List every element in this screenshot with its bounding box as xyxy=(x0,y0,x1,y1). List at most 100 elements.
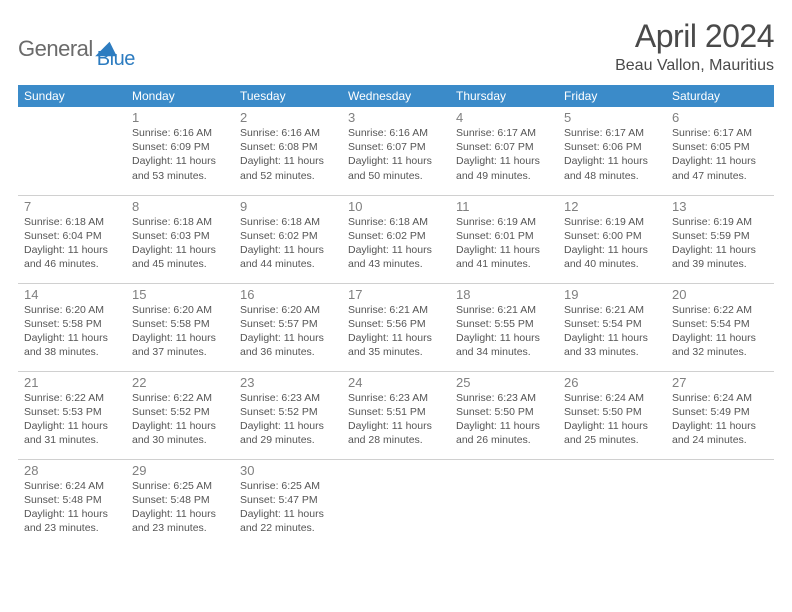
sunrise-text: Sunrise: 6:20 AM xyxy=(24,303,120,317)
sunset-text: Sunset: 5:50 PM xyxy=(564,405,660,419)
day-cell: 1Sunrise: 6:16 AMSunset: 6:09 PMDaylight… xyxy=(126,107,234,195)
weekday-header: Thursday xyxy=(450,85,558,107)
day-cell: 2Sunrise: 6:16 AMSunset: 6:08 PMDaylight… xyxy=(234,107,342,195)
sunset-text: Sunset: 5:58 PM xyxy=(132,317,228,331)
daylight-text: and 49 minutes. xyxy=(456,169,552,183)
day-number: 29 xyxy=(132,463,228,478)
day-cell: 17Sunrise: 6:21 AMSunset: 5:56 PMDayligh… xyxy=(342,283,450,371)
sunrise-text: Sunrise: 6:16 AM xyxy=(240,126,336,140)
week-row: 7Sunrise: 6:18 AMSunset: 6:04 PMDaylight… xyxy=(18,195,774,283)
weekday-header: Tuesday xyxy=(234,85,342,107)
sunset-text: Sunset: 6:01 PM xyxy=(456,229,552,243)
day-cell: 3Sunrise: 6:16 AMSunset: 6:07 PMDaylight… xyxy=(342,107,450,195)
sunset-text: Sunset: 5:48 PM xyxy=(24,493,120,507)
daylight-text: and 34 minutes. xyxy=(456,345,552,359)
daylight-text: and 28 minutes. xyxy=(348,433,444,447)
daylight-text: and 52 minutes. xyxy=(240,169,336,183)
sunrise-text: Sunrise: 6:18 AM xyxy=(24,215,120,229)
sunset-text: Sunset: 6:02 PM xyxy=(240,229,336,243)
daylight-text: Daylight: 11 hours xyxy=(132,419,228,433)
weekday-header: Sunday xyxy=(18,85,126,107)
daylight-text: Daylight: 11 hours xyxy=(564,331,660,345)
day-cell: 11Sunrise: 6:19 AMSunset: 6:01 PMDayligh… xyxy=(450,195,558,283)
day-number: 17 xyxy=(348,287,444,302)
sunrise-text: Sunrise: 6:21 AM xyxy=(564,303,660,317)
daylight-text: Daylight: 11 hours xyxy=(24,419,120,433)
day-number: 10 xyxy=(348,199,444,214)
daylight-text: Daylight: 11 hours xyxy=(348,243,444,257)
sunrise-text: Sunrise: 6:19 AM xyxy=(564,215,660,229)
day-cell: 4Sunrise: 6:17 AMSunset: 6:07 PMDaylight… xyxy=(450,107,558,195)
week-row: 28Sunrise: 6:24 AMSunset: 5:48 PMDayligh… xyxy=(18,459,774,547)
daylight-text: Daylight: 11 hours xyxy=(132,331,228,345)
day-cell: 6Sunrise: 6:17 AMSunset: 6:05 PMDaylight… xyxy=(666,107,774,195)
sunset-text: Sunset: 6:03 PM xyxy=(132,229,228,243)
day-number: 5 xyxy=(564,110,660,125)
title-block: April 2024 Beau Vallon, Mauritius xyxy=(615,18,774,75)
sunset-text: Sunset: 5:54 PM xyxy=(564,317,660,331)
day-cell: 13Sunrise: 6:19 AMSunset: 5:59 PMDayligh… xyxy=(666,195,774,283)
day-number: 4 xyxy=(456,110,552,125)
weekday-header: Friday xyxy=(558,85,666,107)
daylight-text: and 40 minutes. xyxy=(564,257,660,271)
day-cell: 26Sunrise: 6:24 AMSunset: 5:50 PMDayligh… xyxy=(558,371,666,459)
daylight-text: Daylight: 11 hours xyxy=(24,331,120,345)
sunset-text: Sunset: 5:57 PM xyxy=(240,317,336,331)
day-number: 25 xyxy=(456,375,552,390)
weekday-header: Wednesday xyxy=(342,85,450,107)
daylight-text: and 38 minutes. xyxy=(24,345,120,359)
day-number: 26 xyxy=(564,375,660,390)
sunrise-text: Sunrise: 6:16 AM xyxy=(132,126,228,140)
daylight-text: and 45 minutes. xyxy=(132,257,228,271)
calendar-body: 1Sunrise: 6:16 AMSunset: 6:09 PMDaylight… xyxy=(18,107,774,547)
sunset-text: Sunset: 6:00 PM xyxy=(564,229,660,243)
sunrise-text: Sunrise: 6:17 AM xyxy=(456,126,552,140)
weekday-header: Monday xyxy=(126,85,234,107)
day-cell: 7Sunrise: 6:18 AMSunset: 6:04 PMDaylight… xyxy=(18,195,126,283)
daylight-text: and 23 minutes. xyxy=(24,521,120,535)
daylight-text: Daylight: 11 hours xyxy=(240,507,336,521)
sunrise-text: Sunrise: 6:18 AM xyxy=(132,215,228,229)
daylight-text: Daylight: 11 hours xyxy=(240,154,336,168)
daylight-text: and 41 minutes. xyxy=(456,257,552,271)
sunrise-text: Sunrise: 6:24 AM xyxy=(564,391,660,405)
sunset-text: Sunset: 6:09 PM xyxy=(132,140,228,154)
daylight-text: Daylight: 11 hours xyxy=(672,331,768,345)
sunrise-text: Sunrise: 6:20 AM xyxy=(240,303,336,317)
sunrise-text: Sunrise: 6:19 AM xyxy=(672,215,768,229)
day-cell: 24Sunrise: 6:23 AMSunset: 5:51 PMDayligh… xyxy=(342,371,450,459)
sunrise-text: Sunrise: 6:25 AM xyxy=(240,479,336,493)
day-number: 13 xyxy=(672,199,768,214)
sunrise-text: Sunrise: 6:22 AM xyxy=(672,303,768,317)
day-cell: 14Sunrise: 6:20 AMSunset: 5:58 PMDayligh… xyxy=(18,283,126,371)
day-cell: 27Sunrise: 6:24 AMSunset: 5:49 PMDayligh… xyxy=(666,371,774,459)
daylight-text: Daylight: 11 hours xyxy=(132,243,228,257)
day-cell: 25Sunrise: 6:23 AMSunset: 5:50 PMDayligh… xyxy=(450,371,558,459)
sunrise-text: Sunrise: 6:16 AM xyxy=(348,126,444,140)
daylight-text: and 47 minutes. xyxy=(672,169,768,183)
day-cell: 20Sunrise: 6:22 AMSunset: 5:54 PMDayligh… xyxy=(666,283,774,371)
daylight-text: and 35 minutes. xyxy=(348,345,444,359)
sunset-text: Sunset: 5:59 PM xyxy=(672,229,768,243)
sunset-text: Sunset: 5:58 PM xyxy=(24,317,120,331)
daylight-text: Daylight: 11 hours xyxy=(240,331,336,345)
daylight-text: Daylight: 11 hours xyxy=(24,243,120,257)
daylight-text: and 50 minutes. xyxy=(348,169,444,183)
daylight-text: and 33 minutes. xyxy=(564,345,660,359)
day-number: 15 xyxy=(132,287,228,302)
sunset-text: Sunset: 6:02 PM xyxy=(348,229,444,243)
daylight-text: and 29 minutes. xyxy=(240,433,336,447)
daylight-text: and 25 minutes. xyxy=(564,433,660,447)
header: General Blue April 2024 Beau Vallon, Mau… xyxy=(18,18,774,75)
daylight-text: Daylight: 11 hours xyxy=(24,507,120,521)
day-number: 22 xyxy=(132,375,228,390)
empty-cell xyxy=(342,459,450,547)
day-number: 2 xyxy=(240,110,336,125)
sunrise-text: Sunrise: 6:21 AM xyxy=(456,303,552,317)
day-cell: 21Sunrise: 6:22 AMSunset: 5:53 PMDayligh… xyxy=(18,371,126,459)
daylight-text: and 53 minutes. xyxy=(132,169,228,183)
daylight-text: Daylight: 11 hours xyxy=(456,331,552,345)
week-row: 1Sunrise: 6:16 AMSunset: 6:09 PMDaylight… xyxy=(18,107,774,195)
day-cell: 19Sunrise: 6:21 AMSunset: 5:54 PMDayligh… xyxy=(558,283,666,371)
sunrise-text: Sunrise: 6:23 AM xyxy=(240,391,336,405)
